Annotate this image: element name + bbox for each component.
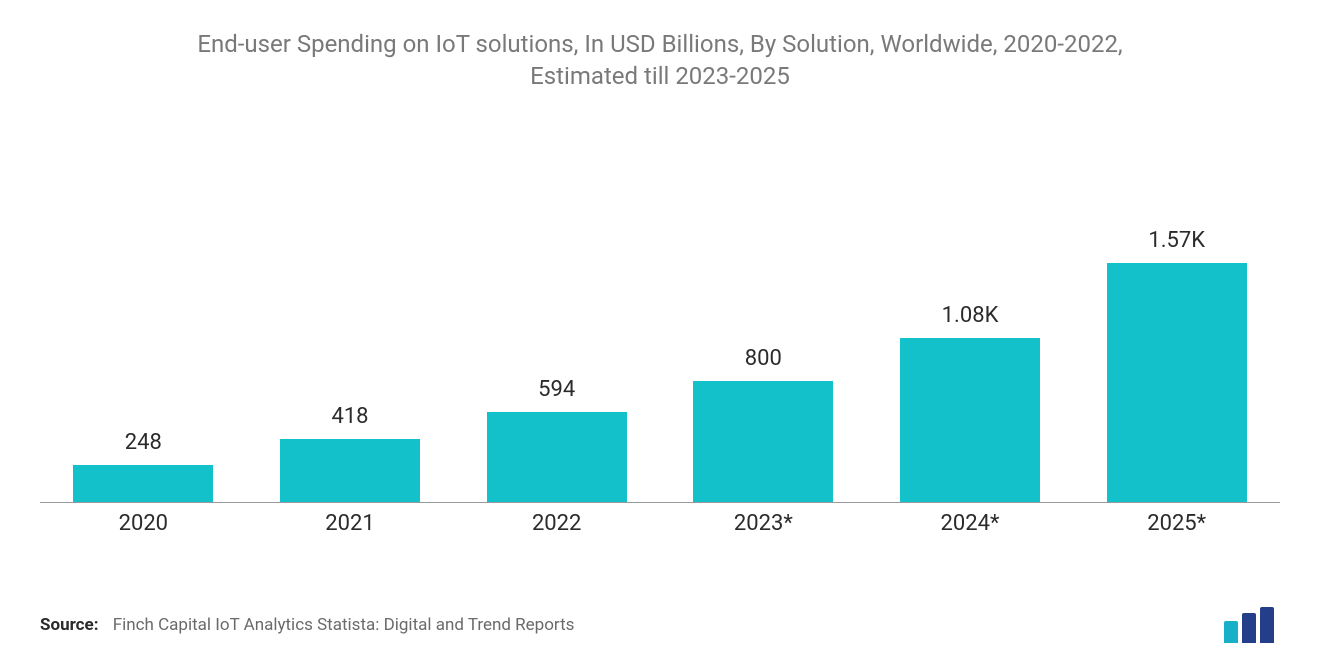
bar [73,465,213,503]
x-axis-labels: 2020 2021 2022 2023* 2024* 2025* [40,503,1280,543]
bar-slot-2025: 1.57K [1073,123,1280,503]
chart-footer: Source: Finch Capital IoT Analytics Stat… [40,607,1280,643]
xlabel: 2025* [1073,503,1280,536]
chart-container: End-user Spending on IoT solutions, In U… [0,0,1320,665]
source-text-block: Source: Finch Capital IoT Analytics Stat… [40,615,574,635]
xlabel: 2020 [40,503,247,536]
data-label: 800 [745,346,782,371]
bar-slot-2024: 1.08K [867,123,1074,503]
data-label: 248 [125,430,162,455]
xlabel: 2022 [453,503,660,536]
bars-row: 248 418 594 800 1.08K 1.57K [40,123,1280,503]
xlabel: 2023* [660,503,867,536]
logo-bar-2 [1242,613,1256,643]
data-label: 594 [538,377,575,402]
logo-bar-1 [1224,621,1238,643]
chart-title-line1: End-user Spending on IoT solutions, In U… [197,30,1122,58]
bar [280,439,420,503]
bar [693,381,833,503]
chart-title: End-user Spending on IoT solutions, In U… [110,28,1210,93]
bar-slot-2021: 418 [247,123,454,503]
bar-slot-2022: 594 [453,123,660,503]
plot-area: 248 418 594 800 1.08K 1.57K [40,123,1280,543]
brand-logo-icon [1224,607,1280,643]
bar [1107,263,1247,503]
source-text: Finch Capital IoT Analytics Statista: Di… [113,615,575,635]
xlabel: 2021 [247,503,454,536]
bar [900,338,1040,503]
source-label: Source: [40,615,98,635]
data-label: 1.08K [942,303,999,328]
bar-slot-2020: 248 [40,123,247,503]
xlabel: 2024* [867,503,1074,536]
data-label: 1.57K [1148,228,1205,253]
chart-title-line2: Estimated till 2023-2025 [530,62,790,90]
logo-bar-3 [1260,607,1274,643]
bar [487,412,627,503]
data-label: 418 [331,404,368,429]
bar-slot-2023: 800 [660,123,867,503]
